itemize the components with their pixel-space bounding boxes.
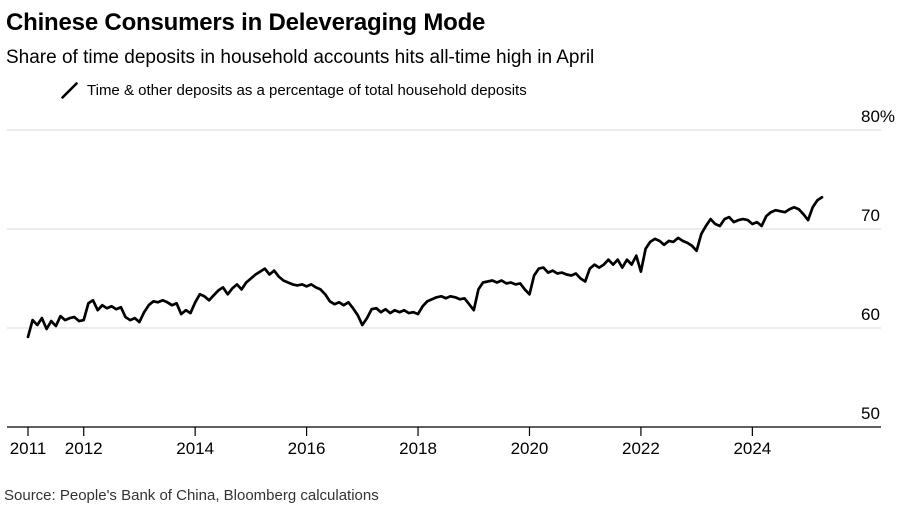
y-axis-labels: 80% 70 60 50 — [861, 107, 895, 423]
svg-text:2014: 2014 — [176, 439, 214, 458]
svg-text:2011: 2011 — [10, 439, 47, 458]
grid-lines — [7, 129, 881, 329]
axis-tick-marks — [27, 427, 753, 436]
svg-text:2016: 2016 — [288, 439, 326, 458]
source-note: Source: People's Bank of China, Bloomber… — [4, 487, 379, 504]
svg-text:2018: 2018 — [399, 439, 437, 458]
svg-text:80%: 80% — [861, 107, 895, 126]
svg-text:70: 70 — [861, 206, 880, 225]
chart-title: Chinese Consumers in Deleveraging Mode — [6, 9, 486, 36]
svg-text:2022: 2022 — [622, 439, 660, 458]
chart-subtitle: Share of time deposits in household acco… — [6, 47, 595, 68]
legend: Time & other deposits as a percentage of… — [61, 82, 527, 99]
slash-icon — [61, 82, 78, 99]
deposit-share-line — [26, 195, 824, 339]
svg-text:2012: 2012 — [65, 439, 103, 458]
svg-text:2020: 2020 — [511, 439, 549, 458]
x-axis-labels: 2011 2012 2014 2016 2018 2020 2022 2024 — [10, 439, 772, 458]
svg-text:60: 60 — [861, 305, 880, 324]
legend-label: Time & other deposits as a percentage of… — [87, 82, 527, 99]
svg-text:2024: 2024 — [733, 439, 771, 458]
svg-text:50: 50 — [861, 404, 880, 423]
